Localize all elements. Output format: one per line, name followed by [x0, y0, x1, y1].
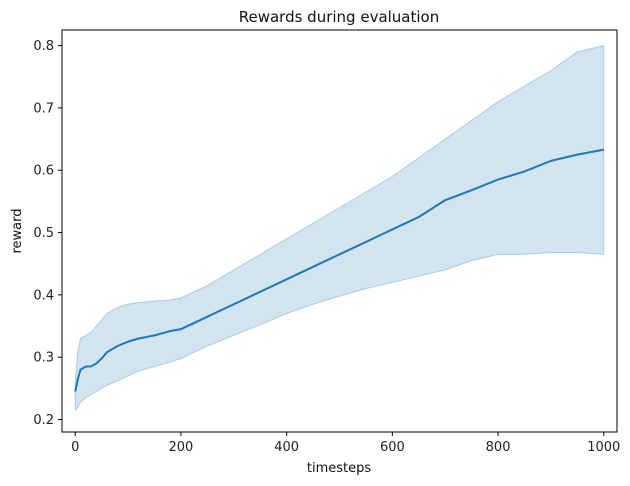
x-tick-label: 400 [274, 440, 299, 455]
x-tick-label: 800 [486, 440, 511, 455]
y-tick-label: 0.5 [33, 226, 54, 241]
y-tick-label: 0.3 [33, 351, 54, 366]
x-tick-label: 600 [380, 440, 405, 455]
y-tick-label: 0.4 [33, 288, 54, 303]
confidence-band [74, 44, 605, 412]
x-tick-label: 0 [71, 440, 79, 455]
reward-mean-line [74, 148, 604, 392]
x-axis-label: timesteps [307, 461, 371, 476]
y-tick-label: 0.8 [33, 39, 54, 54]
plot-frame [61, 29, 618, 433]
x-tick-label: 1000 [587, 440, 620, 455]
x-tick-label: 200 [169, 440, 194, 455]
y-tick-label: 0.2 [33, 413, 54, 428]
y-axis-label: reward [10, 208, 25, 253]
y-tick-label: 0.7 [33, 101, 54, 116]
y-tick-label: 0.6 [33, 164, 54, 179]
chart-title: Rewards during evaluation [239, 8, 440, 26]
